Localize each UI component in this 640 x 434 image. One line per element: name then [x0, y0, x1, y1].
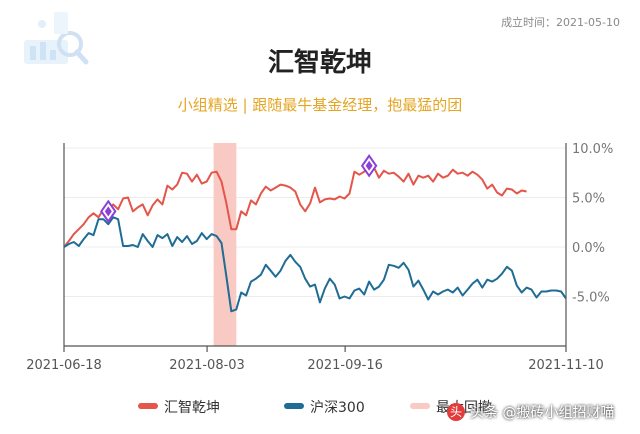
x-tick-label: 2021-06-18 [26, 358, 102, 373]
x-tick-label: 2021-08-03 [169, 358, 245, 373]
legend-swatch [138, 403, 158, 409]
drawdown-shade [213, 143, 237, 346]
drawdown-region [213, 143, 237, 346]
y-tick-label: 5.0% [572, 191, 605, 206]
tick-labels: 10.0% 5.0% 0.0% -5.0% 2021-06-18 2021-08-03 20… [26, 142, 613, 373]
series-line-2 [63, 216, 567, 313]
legend: 汇智乾坤沪深300最大回撤 [138, 400, 492, 416]
page-title: 汇智乾坤 [267, 48, 372, 78]
axes [63, 143, 567, 352]
diamond-marker-icon [360, 154, 378, 178]
legend-swatch [410, 403, 430, 409]
x-tick-label: 2021-11-10 [528, 358, 604, 373]
analytics-logo-icon [24, 12, 89, 65]
diamond-inner [365, 160, 373, 171]
legend-item-2: 沪深300 [284, 400, 365, 416]
legend-label: 沪深300 [310, 400, 365, 416]
diamond-marker-icon [100, 199, 117, 224]
legend-label: 汇智乾坤 [164, 400, 220, 416]
x-tick-label: 2021-09-16 [307, 358, 383, 373]
y-tick-label: -5.0% [572, 290, 610, 305]
markers [100, 154, 378, 224]
diamond-inner [104, 206, 112, 217]
y-tick-label: 10.0% [572, 142, 613, 157]
watermark-badge-icon: 头 [447, 403, 465, 421]
page-subtitle: 小组精选 | 跟随最牛基金经理，抱最猛的团 [177, 96, 463, 114]
grid-lines [64, 147, 566, 297]
series-lines [63, 164, 567, 313]
y-tick-label: 0.0% [572, 241, 605, 256]
legend-item-1: 汇智乾坤 [138, 400, 220, 416]
series-line-1 [63, 164, 527, 248]
legend-swatch [284, 403, 304, 409]
watermark: 头条 @搬砖小组招财喵 [470, 405, 615, 421]
founded-date: 成立时间：2021-05-10 [501, 16, 620, 29]
